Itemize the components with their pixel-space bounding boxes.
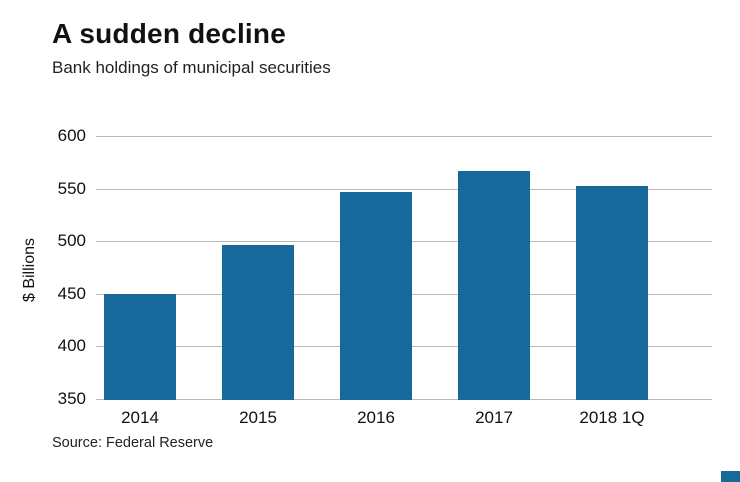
y-axis-label: $ Billions (21, 237, 38, 303)
y-tick-label: 600 (57, 126, 86, 145)
brand-mark (721, 471, 740, 482)
y-tick-label: 450 (57, 283, 86, 303)
chart-title: A sudden decline (52, 18, 286, 49)
bar-2017 (458, 170, 530, 400)
source-attribution: Source: Federal Reserve (52, 435, 214, 451)
bar-2014 (104, 293, 176, 400)
y-tick-label: 550 (57, 178, 86, 198)
y-tick-label: 500 (57, 231, 86, 251)
x-tick-label: 2017 (475, 408, 513, 427)
x-tick-label: 2018 1Q (579, 408, 645, 427)
x-tick-label: 2016 (357, 408, 395, 427)
x-tick-label: 2014 (121, 408, 159, 427)
plot-area: 350 400 450 500 550 600 2014 2015 2016 2017 2018 1… (58, 126, 712, 427)
gridline: 550 (58, 179, 712, 198)
gridline: 600 (58, 126, 712, 145)
bar-2016 (340, 191, 412, 400)
x-tick-label: 2015 (239, 408, 277, 427)
y-tick-label: 350 (57, 389, 86, 408)
bar-2018-1q (576, 186, 648, 400)
y-tick-label: 400 (57, 336, 86, 356)
bar-2015 (222, 245, 294, 400)
chart-subtitle: Bank holdings of municipal securities (52, 58, 331, 77)
